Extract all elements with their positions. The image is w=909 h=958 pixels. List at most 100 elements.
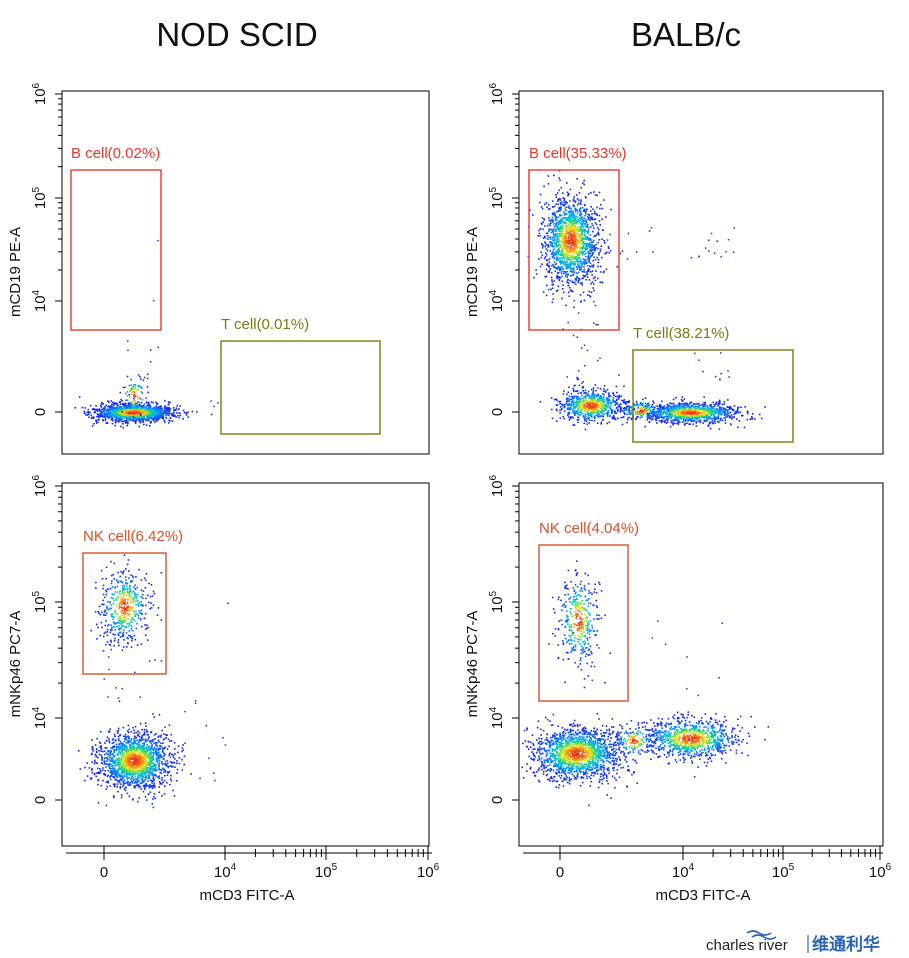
- scatter-point: [578, 411, 580, 414]
- scatter-point: [707, 406, 709, 408]
- scatter-point: [666, 410, 669, 412]
- scatter-point: [170, 413, 173, 415]
- scatter-point: [660, 410, 663, 413]
- scatter-point: [607, 402, 610, 404]
- scatter-point: [569, 252, 572, 254]
- scatter-point: [579, 414, 582, 416]
- scatter-point: [688, 403, 691, 405]
- scatter-point: [556, 249, 559, 251]
- scatter-point: [556, 275, 558, 278]
- scatter-point: [627, 410, 630, 413]
- scatter-point: [129, 419, 132, 421]
- scatter-point: [588, 397, 591, 399]
- scatter-point: [592, 391, 594, 393]
- scatter-point: [553, 252, 556, 254]
- scatter-point: [134, 419, 137, 422]
- scatter-point: [732, 409, 734, 411]
- scatter-point: [591, 230, 594, 233]
- scatter-point: [719, 401, 721, 403]
- scatter-point: [554, 245, 556, 248]
- scatter-point: [596, 408, 598, 410]
- scatter-point: [555, 203, 557, 205]
- scatter-point: [708, 412, 710, 415]
- scatter-point: [587, 402, 589, 405]
- scatter-point: [659, 403, 661, 406]
- scatter-point: [608, 401, 610, 403]
- scatter-point: [550, 253, 553, 255]
- scatter-point: [713, 415, 716, 418]
- scatter-point: [584, 396, 587, 398]
- scatter-point: [139, 421, 142, 424]
- scatter-point: [645, 409, 647, 412]
- scatter-point: [563, 247, 566, 250]
- scatter-point: [651, 409, 654, 411]
- scatter-point: [557, 216, 560, 219]
- scatter-point: [566, 407, 569, 410]
- scatter-point: [572, 235, 575, 238]
- scatter-point: [567, 227, 570, 229]
- scatter-point: [570, 209, 572, 212]
- scatter-point: [558, 238, 561, 241]
- scatter-point: [672, 422, 674, 425]
- scatter-point: [677, 414, 679, 416]
- scatter-point: [89, 411, 91, 414]
- scatter-point: [665, 419, 667, 421]
- scatter-point: [577, 263, 579, 265]
- scatter-point: [108, 406, 111, 408]
- scatter-point: [84, 407, 86, 409]
- scatter-point: [709, 406, 712, 408]
- scatter-point: [751, 418, 753, 420]
- scatter-point: [580, 398, 582, 400]
- scatter-point: [565, 209, 568, 212]
- scatter-point: [588, 218, 590, 220]
- scatter-point: [124, 598, 127, 601]
- scatter-point: [703, 416, 706, 418]
- scatter-point: [571, 217, 574, 220]
- scatter-point: [573, 252, 576, 254]
- scatter-point: [595, 389, 597, 392]
- scatter-point: [552, 206, 554, 208]
- scatter-point: [533, 276, 535, 279]
- scatter-point: [147, 409, 149, 411]
- scatter-point: [124, 407, 126, 410]
- scatter-point: [652, 416, 654, 418]
- scatter-point: [131, 418, 133, 420]
- scatter-point: [548, 264, 550, 267]
- scatter-point: [729, 406, 732, 408]
- scatter-point: [115, 417, 117, 420]
- scatter-point: [682, 408, 684, 411]
- scatter-point: [571, 416, 574, 418]
- scatter-point: [685, 408, 688, 411]
- scatter-point: [596, 422, 599, 424]
- scatter-point: [577, 229, 580, 231]
- scatter-point: [572, 410, 575, 412]
- scatter-point: [550, 222, 552, 224]
- scatter-point: [725, 251, 727, 253]
- scatter-point: [599, 248, 602, 251]
- scatter-point: [137, 605, 140, 607]
- scatter-point: [658, 410, 660, 413]
- scatter-point: [580, 239, 583, 241]
- scatter-point: [556, 226, 559, 229]
- scatter-point: [678, 403, 681, 406]
- scatter-point: [565, 206, 567, 208]
- scatter-point: [603, 270, 605, 273]
- scatter-point: [674, 414, 676, 417]
- scatter-point: [120, 398, 122, 401]
- scatter-point: [605, 408, 607, 411]
- scatter-point: [687, 420, 689, 422]
- scatter-point: [100, 401, 103, 404]
- scatter-point: [584, 428, 587, 431]
- scatter-point: [134, 422, 137, 425]
- scatter-point: [115, 412, 117, 415]
- scatter-point: [108, 408, 110, 410]
- scatter-point: [614, 404, 616, 406]
- scatter-point: [589, 407, 592, 409]
- scatter-point: [149, 413, 152, 415]
- scatter-point: [595, 243, 598, 246]
- scatter-point: [146, 386, 149, 388]
- scatter-point: [614, 395, 617, 398]
- scatter-point: [568, 247, 571, 249]
- scatter-point: [596, 232, 599, 235]
- scatter-point: [566, 263, 569, 266]
